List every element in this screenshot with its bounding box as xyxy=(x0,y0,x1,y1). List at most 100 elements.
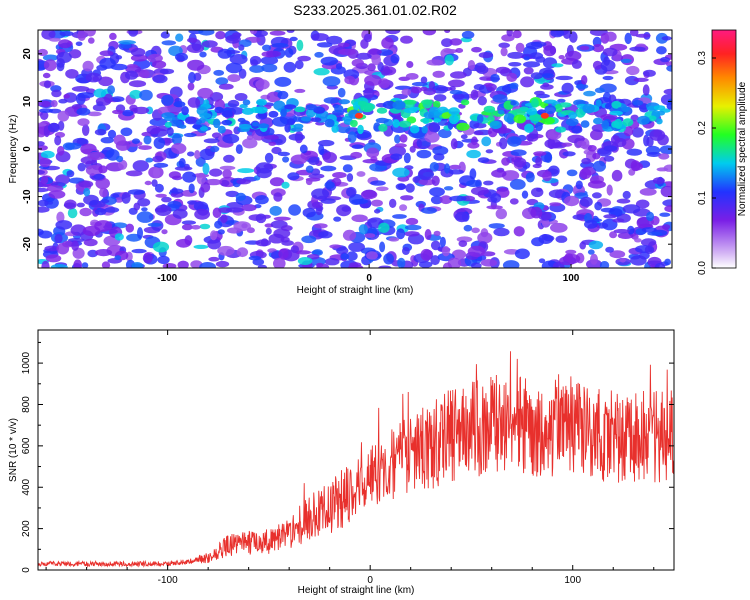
spectrogram-speckle xyxy=(492,94,508,103)
spectrogram-band-cell xyxy=(448,114,459,125)
spectrogram-band-cell xyxy=(403,99,417,105)
spectrogram-speckle xyxy=(641,227,657,233)
spectrogram-speckle xyxy=(506,72,518,82)
spectrogram-speckle xyxy=(363,87,375,99)
spectrogram-speckle xyxy=(277,151,290,157)
spectrogram-speckle xyxy=(455,48,464,53)
spectrogram-speckle xyxy=(107,129,117,139)
spectrogram-speckle xyxy=(144,180,152,186)
spectrogram-speckle xyxy=(225,62,243,74)
spectrogram-peak xyxy=(355,112,363,119)
spectrogram-speckle xyxy=(143,135,152,145)
spectrogram-speckle xyxy=(39,108,53,113)
spectrogram-speckle xyxy=(290,154,308,165)
spectrogram-speckle xyxy=(110,96,125,102)
spectrogram-speckle xyxy=(449,86,456,91)
colorbar-tick-label: 0.3 xyxy=(697,51,708,65)
snr-x-label: Height of straight line (km) xyxy=(298,585,415,596)
spectrogram-speckle xyxy=(64,199,77,210)
spectrogram-speckle xyxy=(62,240,74,248)
spectrogram-speckle xyxy=(139,89,153,101)
spectrogram-speckle xyxy=(347,131,357,143)
spectrogram-speckle xyxy=(659,145,672,155)
snr-y-tick-label: 0 xyxy=(21,567,32,573)
spectrogram-speckle xyxy=(351,58,364,67)
spectrogram-band-cell xyxy=(179,124,187,129)
snr-x-ticks: -100 0 100 xyxy=(45,330,655,586)
spectrogram-speckle xyxy=(602,75,614,81)
spectrogram-speckle xyxy=(664,205,672,213)
spectrogram-band-cell xyxy=(476,114,484,124)
spectrogram-speckle xyxy=(431,175,440,186)
spectrogram-band-cell xyxy=(632,100,644,106)
spectrogram-speckle xyxy=(153,162,169,168)
spectrogram-speckle xyxy=(389,145,406,157)
spectrogram-speckle xyxy=(75,93,86,105)
spectrogram-y-tick-label: -10 xyxy=(22,189,33,204)
spectrogram-speckle xyxy=(94,129,107,136)
spectrogram-speckle xyxy=(594,87,605,94)
spectrogram-speckle xyxy=(54,233,63,244)
spectrogram-speckle xyxy=(530,72,543,80)
spectrogram-speckle xyxy=(87,249,98,258)
spectrogram-speckle xyxy=(46,185,64,192)
spectrogram-speckle xyxy=(448,79,465,88)
spectrogram-speckle xyxy=(63,94,70,99)
spectrogram-speckle xyxy=(619,258,626,263)
spectrogram-speckle xyxy=(336,204,352,217)
spectrogram-speckle xyxy=(521,190,529,199)
spectrogram-speckle xyxy=(318,139,335,147)
spectrogram-speckle xyxy=(385,30,401,35)
spectrogram-speckle xyxy=(207,238,222,250)
spectrogram-speckle xyxy=(114,197,124,203)
spectrogram-speckle xyxy=(432,146,449,156)
spectrogram-speckle xyxy=(301,235,317,244)
spectrogram-y-label: Frequency (Hz) xyxy=(8,115,19,184)
spectrogram-speckle xyxy=(587,180,606,189)
spectrogram-speckle xyxy=(199,148,215,160)
spectrogram-speckle xyxy=(405,217,419,226)
spectrogram-speckle xyxy=(424,229,432,240)
spectrogram-band-cell xyxy=(613,118,623,129)
spectrogram-speckle xyxy=(67,238,85,243)
spectrogram-speckle xyxy=(439,195,453,205)
spectrogram-speckle xyxy=(348,242,365,252)
spectrogram-speckle xyxy=(132,138,140,144)
spectrogram-speckle xyxy=(639,188,657,196)
spectrogram-speckle xyxy=(463,224,473,232)
spectrogram-speckle xyxy=(562,30,572,39)
spectrogram-speckle xyxy=(646,152,662,157)
spectrogram-band-cell xyxy=(357,100,367,107)
spectrogram-speckle xyxy=(611,169,623,182)
spectrogram-speckle xyxy=(320,165,337,172)
spectrogram-speckle xyxy=(471,186,489,196)
spectrogram-speckle xyxy=(160,31,170,39)
spectrogram-band-cell xyxy=(378,123,388,132)
spectrogram-speckle xyxy=(620,58,632,64)
spectrogram-speckle xyxy=(501,157,510,166)
spectrogram-speckle xyxy=(183,132,197,138)
spectrogram-speckle xyxy=(40,100,51,108)
spectrogram-speckle xyxy=(193,244,209,249)
spectrogram-speckle xyxy=(172,208,188,219)
spectrogram-speckle xyxy=(82,225,101,237)
spectrogram-speckle xyxy=(154,183,164,193)
spectrogram-speckle xyxy=(344,75,356,85)
spectrogram-speckle xyxy=(263,135,279,140)
spectrogram-speckle xyxy=(128,80,147,88)
spectrogram-band-cell xyxy=(605,103,612,110)
spectrogram-band-cell xyxy=(565,117,579,127)
spectrogram-speckle xyxy=(622,190,631,200)
spectrogram-x-label: Height of straight line (km) xyxy=(297,285,414,296)
spectrogram-speckle xyxy=(442,262,453,268)
spectrogram-speckle xyxy=(532,163,542,169)
spectrogram-speckle xyxy=(416,149,432,159)
spectrogram-speckle xyxy=(249,55,262,65)
spectrogram-speckle xyxy=(256,34,266,46)
spectrogram-speckle xyxy=(255,239,271,247)
spectrogram-speckle xyxy=(404,224,422,231)
spectrogram-speckle xyxy=(77,118,90,126)
spectrogram-speckle xyxy=(663,88,672,95)
spectrogram-speckle xyxy=(450,138,458,150)
spectrogram-speckle xyxy=(508,62,522,67)
